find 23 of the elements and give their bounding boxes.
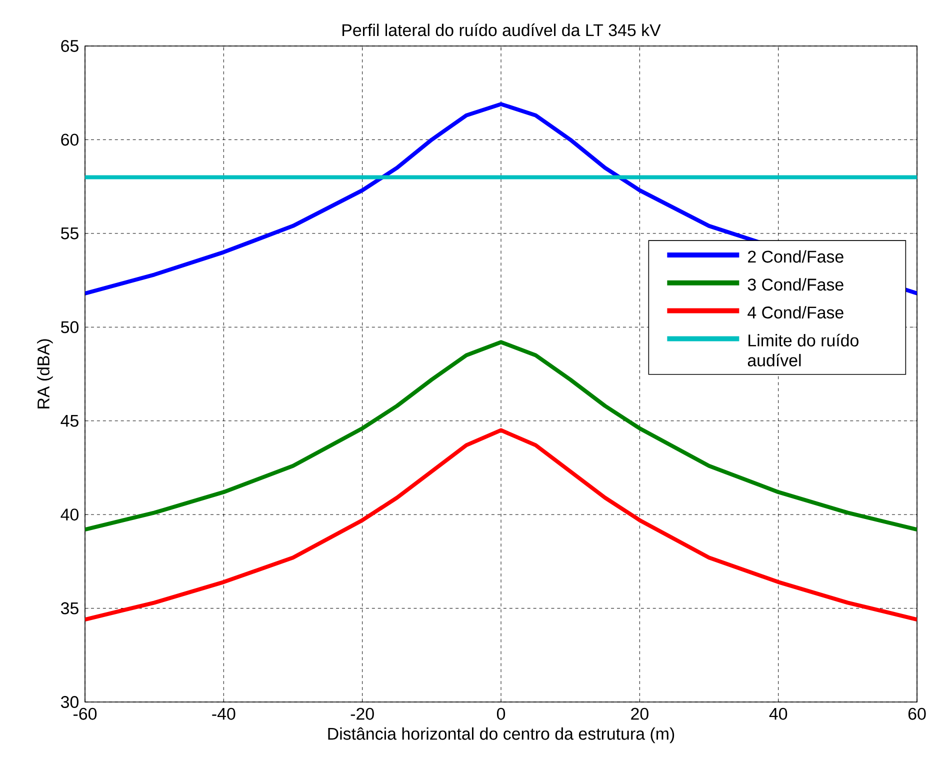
- x-tick-label: 40: [769, 708, 788, 720]
- line-series: [85, 428, 918, 622]
- legend-label: Limite do ruído audível: [748, 334, 858, 366]
- x-axis-title: Distância horizontal do centro da estrutura (m): [328, 727, 674, 744]
- y-axis-title: RA (dBA): [37, 339, 53, 408]
- y-tick-label: 30: [60, 696, 78, 708]
- y-tick-label: 60: [61, 134, 78, 146]
- y-tick-label: 65: [61, 40, 78, 52]
- legend-label: 3 Cond/Fase: [748, 278, 844, 291]
- legend-label: 4 Cond/Fase: [748, 306, 844, 319]
- x-tick-label: -20: [350, 708, 374, 720]
- y-tick-label: 50: [60, 321, 78, 334]
- y-tick-label: 35: [60, 602, 78, 614]
- x-tick-label: -40: [212, 708, 236, 720]
- legend-label: 2 Cond/Fase: [748, 250, 844, 263]
- y-tick-label: 40: [60, 508, 78, 521]
- x-tick-label: -60: [74, 708, 97, 720]
- y-tick-label: 55: [60, 228, 78, 240]
- chart-title: Perfil lateral do ruído audível da LT 345 kV: [342, 24, 661, 36]
- y-tick-label: 45: [60, 414, 78, 427]
- x-tick-label: 20: [631, 708, 648, 720]
- x-tick-label: 60: [908, 708, 926, 720]
- x-tick-label: 0: [496, 708, 506, 720]
